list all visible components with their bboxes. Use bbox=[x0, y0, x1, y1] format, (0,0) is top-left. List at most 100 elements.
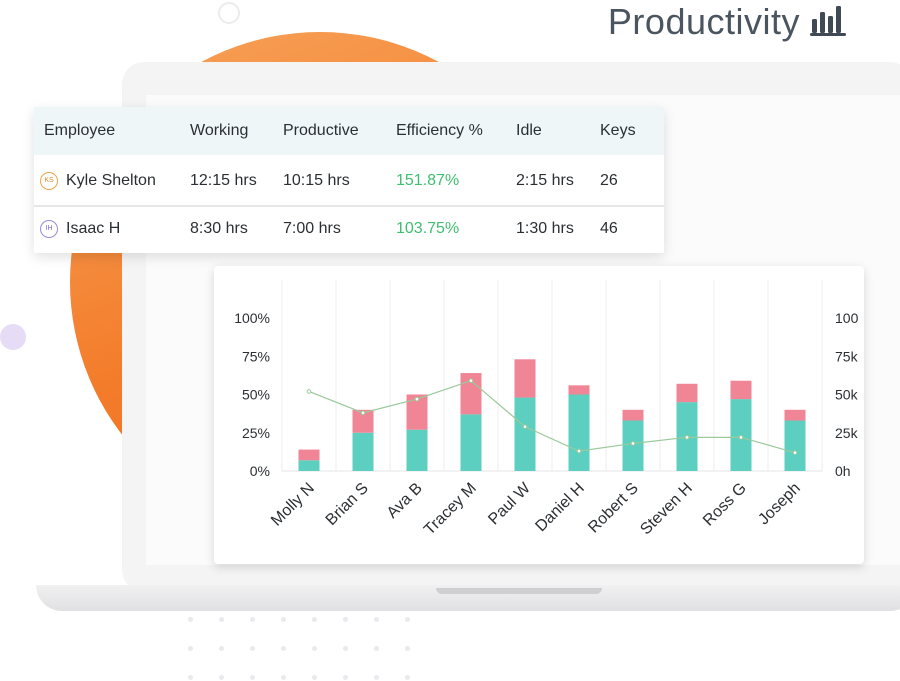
y-tick-label-left: 25% bbox=[242, 425, 270, 441]
line-point bbox=[738, 435, 744, 440]
x-tick-label: Tracey M bbox=[421, 480, 480, 539]
decorative-dot bbox=[405, 675, 410, 680]
y-tick-label-right: 100 bbox=[835, 310, 859, 326]
productive-time: 7:00 hrs bbox=[283, 220, 341, 237]
decorative-dot bbox=[188, 617, 193, 622]
productivity-chart-card: 100% 75% 50% 25% 0% 100 75k 50k 25k 0h Molly N Bria… bbox=[214, 266, 864, 564]
decorative-dot bbox=[374, 617, 379, 622]
bar-idle bbox=[298, 449, 320, 461]
column-header-productive[interactable]: Productive bbox=[283, 122, 359, 139]
decorative-dot bbox=[343, 675, 348, 680]
decorative-dot bbox=[188, 675, 193, 680]
y-tick-label-right: 50k bbox=[835, 387, 859, 403]
decorative-dot bbox=[250, 675, 255, 680]
bar-productive bbox=[406, 429, 428, 471]
x-tick-label: Steven H bbox=[637, 480, 696, 539]
avatar: KS bbox=[40, 172, 58, 190]
table-header: Employee Working Productive Efficiency %… bbox=[34, 107, 664, 155]
idle-time: 2:15 hrs bbox=[516, 172, 574, 189]
bar-idle bbox=[784, 409, 806, 421]
bar-productive bbox=[568, 394, 590, 471]
decorative-dot bbox=[312, 646, 317, 651]
laptop-notch bbox=[436, 588, 602, 594]
line-point bbox=[576, 448, 582, 454]
working-time: 12:15 hrs bbox=[190, 172, 257, 189]
bar-idle bbox=[352, 409, 374, 433]
decorative-dot bbox=[343, 617, 348, 622]
x-tick-label: Ava B bbox=[384, 480, 426, 522]
employee-table: Employee Working Productive Efficiency %… bbox=[34, 107, 664, 253]
decorative-dot bbox=[374, 675, 379, 680]
page-title: Productivity bbox=[607, 1, 800, 42]
productive-time: 10:15 hrs bbox=[283, 172, 350, 189]
x-tick-label: Ross G bbox=[700, 480, 750, 530]
decorative-dot bbox=[250, 617, 255, 622]
bar-idle bbox=[514, 359, 536, 398]
bar-chart-icon bbox=[810, 3, 848, 42]
bar-idle bbox=[676, 383, 698, 403]
decorative-dot bbox=[219, 646, 224, 651]
avatar: IH bbox=[40, 220, 58, 238]
decorative-dot bbox=[281, 646, 286, 651]
line-point bbox=[630, 441, 636, 446]
x-tick-label: Daniel H bbox=[532, 480, 587, 535]
idle-time: 1:30 hrs bbox=[516, 220, 574, 237]
x-tick-label: Joseph bbox=[755, 480, 804, 529]
y-tick-label-right: 75k bbox=[835, 348, 859, 364]
decorative-dot bbox=[219, 617, 224, 622]
column-header-working[interactable]: Working bbox=[190, 122, 249, 139]
bar-idle bbox=[622, 409, 644, 421]
decorative-dot bbox=[312, 617, 317, 622]
employee-name: Kyle Shelton bbox=[66, 172, 156, 189]
productivity-chart: 100% 75% 50% 25% 0% 100 75k 50k 25k 0h Molly N Bria… bbox=[234, 280, 859, 539]
decorative-dot bbox=[250, 646, 255, 651]
working-time: 8:30 hrs bbox=[190, 220, 248, 237]
y-tick-label-left: 100% bbox=[234, 310, 270, 326]
x-tick-label: Robert S bbox=[585, 480, 642, 537]
bar-productive bbox=[352, 432, 374, 471]
decorative-dot bbox=[312, 675, 317, 680]
table-row[interactable]: IH Isaac H 8:30 hrs 7:00 hrs 103.75% 1:3… bbox=[34, 207, 664, 253]
column-header-efficiency[interactable]: Efficiency % bbox=[396, 122, 483, 139]
bar-productive bbox=[298, 460, 320, 471]
bar-productive bbox=[514, 397, 536, 471]
line-point bbox=[522, 424, 528, 429]
column-header-employee[interactable]: Employee bbox=[44, 122, 116, 139]
bar-idle bbox=[730, 380, 752, 400]
line-point bbox=[684, 435, 690, 440]
decorative-ring bbox=[218, 2, 240, 24]
efficiency-line bbox=[308, 380, 796, 454]
bar-idle bbox=[460, 373, 482, 415]
decorative-dot bbox=[343, 646, 348, 651]
x-tick-label: Brian S bbox=[323, 480, 372, 529]
column-header-keys[interactable]: Keys bbox=[600, 122, 636, 139]
efficiency-value: 103.75% bbox=[396, 220, 460, 237]
bar-idle bbox=[568, 385, 590, 395]
decorative-dot bbox=[281, 617, 286, 622]
decorative-dot bbox=[281, 675, 286, 680]
decorative-lilac-dot bbox=[0, 324, 26, 350]
decorative-dot bbox=[405, 646, 410, 651]
employee-name: Isaac H bbox=[66, 220, 121, 237]
y-tick-label-right: 25k bbox=[835, 425, 859, 441]
y-tick-label-left: 75% bbox=[242, 348, 270, 364]
line-point bbox=[360, 410, 366, 416]
decorative-dot bbox=[188, 646, 193, 651]
line-point bbox=[414, 396, 420, 402]
y-tick-label-left: 0% bbox=[250, 463, 270, 479]
decorative-dot bbox=[374, 646, 379, 651]
bar-productive bbox=[460, 414, 482, 471]
line-point bbox=[306, 389, 312, 394]
title-area: Productivity bbox=[608, 0, 848, 44]
table-row[interactable]: KS Kyle Shelton 12:15 hrs 10:15 hrs 151.… bbox=[34, 155, 664, 207]
bar-idle bbox=[406, 394, 428, 430]
decorative-dot bbox=[405, 617, 410, 622]
line-point bbox=[468, 378, 474, 384]
x-tick-label: Molly N bbox=[268, 480, 318, 530]
decorative-dot bbox=[219, 675, 224, 680]
y-tick-label-right: 0h bbox=[835, 463, 851, 479]
efficiency-value: 151.87% bbox=[396, 172, 460, 189]
bar-productive bbox=[784, 420, 806, 471]
column-header-idle[interactable]: Idle bbox=[516, 122, 542, 139]
x-tick-label: Paul W bbox=[485, 479, 534, 528]
